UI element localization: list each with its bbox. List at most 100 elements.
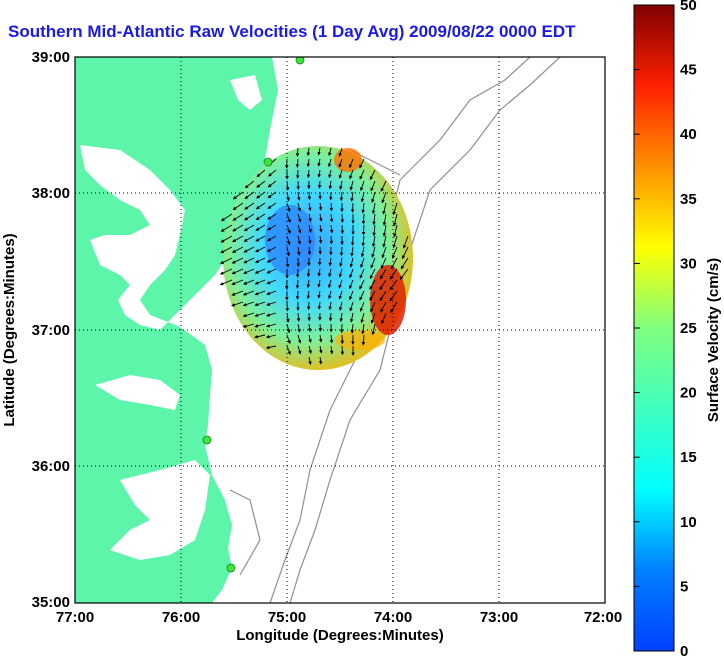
colorbar-tick-label: 10 xyxy=(680,514,697,531)
velocity-arrow xyxy=(243,257,255,264)
plot-border xyxy=(74,56,606,604)
velocity-arrow xyxy=(379,290,387,302)
velocity-arrow xyxy=(318,334,323,343)
velocity-arrow xyxy=(361,213,366,225)
velocity-arrow xyxy=(266,268,277,274)
velocity-arrow xyxy=(371,202,376,215)
y-axis: 39:00 38:00 37:00 36:00 35:00 Latitude (… xyxy=(1,49,70,611)
colorbar-tick-label: 25 xyxy=(680,320,697,337)
velocity-arrow xyxy=(231,246,244,253)
velocity-arrow xyxy=(242,323,255,328)
velocity-arrow xyxy=(266,279,277,285)
velocity-arrow xyxy=(255,224,266,231)
river-inlet xyxy=(95,375,180,410)
colorbar-tick-label: 50 xyxy=(680,0,697,14)
velocity-arrow xyxy=(361,334,366,346)
velocity-arrow xyxy=(359,158,365,169)
velocity-arrow xyxy=(329,345,334,355)
velocity-arrow xyxy=(338,169,343,179)
colorbar-tick-label: 5 xyxy=(680,578,688,595)
velocity-arrow xyxy=(266,257,277,263)
velocity-arrow xyxy=(297,345,302,355)
velocity-arrow xyxy=(391,246,398,259)
velocity-arrow xyxy=(255,246,266,253)
velocity-arrow xyxy=(329,224,334,234)
velocity-arrow xyxy=(308,334,312,343)
velocity-arrow xyxy=(350,323,355,334)
velocity-arrow xyxy=(317,169,322,178)
colorbar-tick-label: 15 xyxy=(680,449,697,466)
velocity-arrow xyxy=(349,268,354,279)
velocity-arrow xyxy=(268,169,277,177)
velocity-arrow xyxy=(295,290,300,300)
velocity-arrow xyxy=(361,323,365,335)
velocity-arrow xyxy=(359,268,365,279)
velocity-arrow xyxy=(317,180,322,189)
velocity-arrow xyxy=(296,191,301,201)
velocity-arrow xyxy=(390,301,398,313)
velocity-arrow xyxy=(232,202,244,211)
velocity-arrow xyxy=(306,147,311,157)
station-marker xyxy=(263,157,273,167)
velocity-arrow xyxy=(390,257,398,270)
velocity-arrow xyxy=(361,202,365,214)
velocity-arrow xyxy=(307,246,312,256)
station-marker xyxy=(202,435,212,445)
velocity-arrow xyxy=(244,180,255,189)
velocity-arrow xyxy=(286,246,291,257)
chesapeake-bay xyxy=(80,145,185,330)
velocity-arrow xyxy=(389,290,398,302)
velocity-arrow xyxy=(295,279,300,289)
y-axis-label: Latitude (Degrees:Minutes) xyxy=(1,233,18,426)
x-tick-label: 76:00 xyxy=(162,609,200,626)
velocity-arrow xyxy=(382,213,387,226)
velocity-arrow xyxy=(297,235,302,245)
velocity-arrow xyxy=(266,290,277,296)
velocity-arrow xyxy=(349,169,354,180)
velocity-arrow xyxy=(328,312,333,322)
velocity-arrow xyxy=(231,279,244,286)
velocity-arrow xyxy=(243,224,255,232)
y-tick-label: 35:00 xyxy=(32,594,70,611)
velocity-arrow xyxy=(297,224,302,234)
velocity-arrow xyxy=(297,323,301,333)
velocity-arrow xyxy=(338,290,343,300)
velocity-arrow xyxy=(340,345,345,356)
velocity-arrow xyxy=(340,213,345,224)
velocity-arrow xyxy=(306,279,311,289)
velocity-arrow xyxy=(265,345,277,350)
velocity-arrow xyxy=(254,290,266,296)
velocity-arrow xyxy=(359,290,365,301)
velocity-arrow xyxy=(308,345,312,354)
velocity-arrow xyxy=(382,202,387,215)
velocity-arrow xyxy=(267,191,277,199)
velocity-arrow xyxy=(244,213,255,221)
velocity-arrow xyxy=(382,235,387,248)
velocity-arrow xyxy=(232,224,244,232)
velocity-arrow xyxy=(327,279,332,289)
velocity-arrow xyxy=(297,246,301,256)
velocity-field xyxy=(223,146,413,370)
x-tick-label: 72:00 xyxy=(584,609,622,626)
velocity-arrow xyxy=(297,213,302,223)
velocity-arrow xyxy=(400,257,409,270)
velocity-arrow xyxy=(380,180,387,192)
velocity-arrow xyxy=(372,224,376,237)
velocity-arrow xyxy=(267,213,277,220)
velocity-arrow xyxy=(328,180,333,190)
velocity-arrow xyxy=(243,235,255,242)
sound-water xyxy=(110,460,210,560)
velocity-arrow xyxy=(327,158,332,168)
velocity-arrow xyxy=(306,268,311,278)
velocity-arrow xyxy=(329,213,334,223)
velocity-arrow xyxy=(308,213,312,222)
velocity-arrow xyxy=(232,191,244,200)
velocity-arrow xyxy=(220,235,233,243)
velocity-arrow xyxy=(379,279,387,291)
velocity-arrow xyxy=(232,213,244,221)
velocity-arrow xyxy=(338,301,343,311)
velocity-arrow xyxy=(370,180,376,192)
velocity-arrow xyxy=(328,169,332,179)
velocity-arrow xyxy=(267,202,277,209)
